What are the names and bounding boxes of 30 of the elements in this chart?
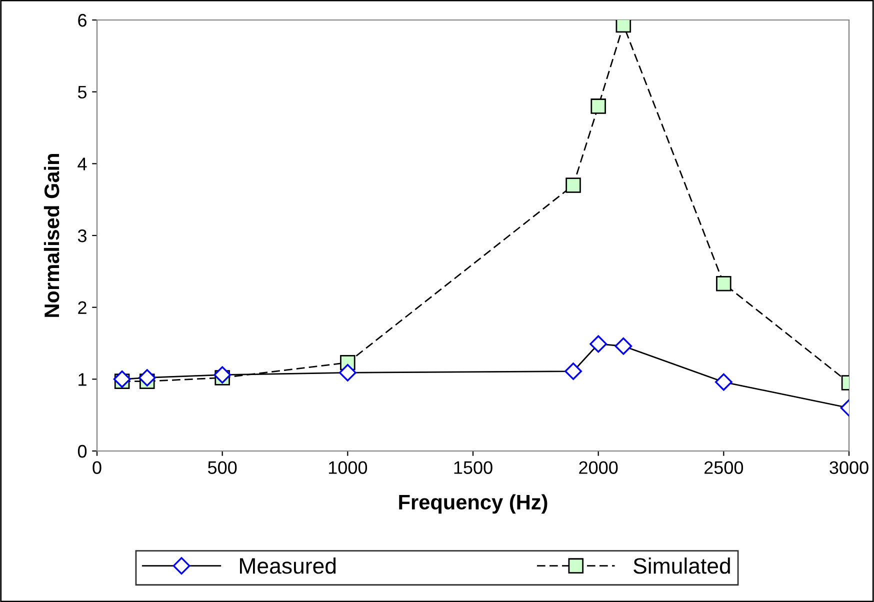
- x-tick-label: 3000: [830, 461, 868, 474]
- point: [590, 335, 608, 353]
- x-tick-label: 1500: [454, 461, 492, 474]
- point: [564, 362, 582, 380]
- point: [138, 369, 156, 386]
- y-tick-label: 3: [78, 229, 86, 242]
- point: [214, 366, 232, 384]
- y-tick-label: 4: [78, 158, 87, 170]
- point: [566, 178, 581, 193]
- x-tick-label: 1000: [328, 461, 368, 474]
- point: [113, 370, 131, 388]
- x-tick-label: 0: [92, 461, 102, 474]
- point: [590, 98, 606, 114]
- point: [716, 276, 732, 292]
- x-tick-label: 2500: [704, 461, 744, 474]
- legend-label: Simulated: [634, 557, 730, 574]
- y-axis-title: Normalised Gain: [44, 154, 60, 317]
- point: [714, 373, 732, 391]
- point: [616, 20, 632, 33]
- y-tick-label: 1: [78, 373, 86, 386]
- point: [338, 364, 356, 382]
- x-tick-label: 2000: [579, 461, 618, 474]
- y-tick-label: 5: [78, 86, 87, 99]
- y-tick-label: 0: [78, 444, 87, 458]
- x-axis-title: Frequency (Hz): [399, 494, 548, 514]
- point: [614, 337, 632, 355]
- y-tick-label: 2: [78, 301, 86, 314]
- x-tick-label: 500: [208, 461, 237, 474]
- y-tick-label: 6: [78, 14, 86, 27]
- legend-label: Measured: [240, 557, 336, 574]
